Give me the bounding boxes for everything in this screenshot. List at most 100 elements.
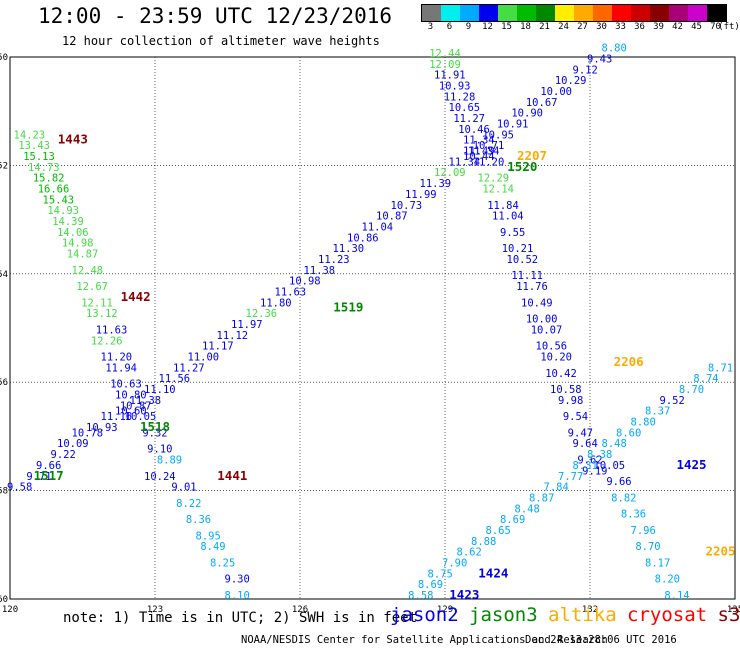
x-tick-label: 123 (147, 605, 163, 615)
x-tick-label: 135 (727, 605, 740, 615)
wave-height-point: 11.27 (453, 113, 485, 125)
wave-height-point: 9.52 (660, 395, 685, 407)
color-swatch (612, 5, 631, 21)
wave-height-point: 10.29 (555, 75, 587, 87)
color-scale-tick: 30 (596, 22, 607, 32)
pass-number-label: 1518 (140, 419, 170, 434)
pass-number-label: 1441 (217, 468, 247, 483)
header-title: 12:00 - 23:59 UTC 12/23/2016 (38, 4, 393, 28)
wave-height-point: 8.31 (573, 460, 598, 472)
wave-height-point: 11.76 (516, 281, 548, 293)
wave-height-point: 8.22 (176, 498, 201, 510)
wave-height-point: 8.80 (602, 43, 627, 55)
color-scale-tick: 6 (446, 22, 453, 32)
wave-height-point: 12.26 (91, 335, 123, 347)
wave-height-point: 8.14 (664, 590, 689, 602)
color-swatch (707, 5, 726, 21)
wave-height-point: 11.00 (188, 352, 220, 364)
color-swatch (631, 5, 650, 21)
wave-height-point: 10.07 (531, 324, 563, 336)
wave-height-point: 11.39 (420, 178, 452, 190)
wave-height-point: 11.56 (159, 373, 191, 385)
color-swatch (422, 5, 441, 21)
color-scale-tick: 36 (634, 22, 645, 32)
wave-height-point: 8.49 (200, 541, 225, 553)
wave-height-point: 9.32 (142, 427, 167, 439)
wave-height-point: 11.28 (444, 91, 476, 103)
wave-height-point: 8.36 (621, 509, 646, 521)
color-scale-bar (421, 4, 727, 22)
wave-height-point: 8.48 (515, 503, 540, 515)
wave-height-point: 9.19 (582, 465, 607, 477)
color-scale-tick: 15 (501, 22, 512, 32)
wave-height-point: 8.20 (655, 574, 680, 586)
wave-height-point: 11.10 (144, 384, 176, 396)
wave-height-point: 12.48 (72, 265, 104, 277)
wave-height-point: 8.38 (587, 449, 612, 461)
wave-height-point: 10.67 (526, 97, 558, 109)
legend-item-jason3: jason3 (469, 604, 538, 626)
wave-height-point: 14.87 (67, 249, 99, 261)
pass-number-label: 1520 (507, 159, 537, 174)
wave-height-point: 9.12 (573, 64, 598, 76)
wave-height-point: 10.86 (347, 232, 379, 244)
color-swatch (460, 5, 479, 21)
wave-height-point: 8.37 (645, 406, 670, 418)
wave-height-point: 9.58 (7, 482, 32, 494)
wave-height-point: 8.10 (225, 590, 250, 602)
wave-height-point: 11.12 (217, 330, 249, 342)
color-scale-tick: 39 (653, 22, 664, 32)
y-tick-label: -52 (0, 161, 8, 171)
wave-height-point: 13.12 (86, 308, 118, 320)
wave-height-point: 15.82 (33, 173, 65, 185)
pass-number-label: 1442 (121, 289, 151, 304)
color-swatch (593, 5, 612, 21)
wave-height-point: 9.98 (558, 395, 583, 407)
wave-height-point: 8.48 (602, 438, 627, 450)
wave-height-point: 12.14 (482, 184, 514, 196)
wave-height-point: 14.39 (52, 216, 84, 228)
color-scale-tick: 21 (539, 22, 550, 32)
wave-height-point: 10.90 (511, 108, 543, 120)
wave-height-point: 14.73 (28, 162, 60, 174)
wave-height-point: 8.88 (471, 536, 496, 548)
wave-height-point: 14.98 (62, 238, 94, 250)
y-tick-label: -56 (0, 378, 8, 388)
pass-number-label: 1424 (478, 565, 508, 580)
wave-height-point: 11.84 (487, 200, 519, 212)
wave-height-point: 9.66 (36, 460, 61, 472)
wave-height-point: 10.05 (594, 460, 626, 472)
wave-height-point: 9.43 (587, 53, 612, 65)
wave-height-point: 8.74 (693, 373, 718, 385)
wave-height-point: 10.49 (521, 297, 553, 309)
wave-height-point: 11.38 (304, 265, 336, 277)
wave-height-point: 11.94 (105, 362, 137, 374)
pass-number-label: 1443 (58, 132, 88, 147)
x-tick-label: 129 (437, 605, 453, 615)
wave-height-point: 8.69 (500, 514, 525, 526)
x-tick-label: 120 (2, 605, 18, 615)
wave-height-point: 10.44 (463, 151, 495, 163)
wave-height-point: 11.63 (275, 286, 307, 298)
wave-height-point: 9.47 (568, 427, 593, 439)
y-tick-label: -60 (0, 595, 8, 605)
wave-height-point: 11.34 (463, 135, 495, 147)
wave-height-point: 10.09 (57, 438, 89, 450)
wave-height-point: 9.66 (606, 476, 631, 488)
wave-height-point: 9.01 (171, 482, 196, 494)
wave-height-point: 9.54 (563, 411, 588, 423)
wave-height-point: 12.11 (81, 297, 113, 309)
wave-height-point: 10.87 (376, 211, 408, 223)
wave-height-point: 10.58 (550, 384, 582, 396)
pass-number-label: 1517 (34, 468, 64, 483)
color-swatch (517, 5, 536, 21)
color-swatch (479, 5, 498, 21)
color-scale-tick: 24 (558, 22, 569, 32)
color-swatch (669, 5, 688, 21)
wave-height-point: 9.71 (26, 471, 51, 483)
wave-height-point: 8.70 (635, 541, 660, 553)
wave-height-point: 7.96 (631, 525, 656, 537)
wave-height-point: 11.38 (130, 395, 162, 407)
wave-height-point: 14.23 (14, 129, 46, 141)
wave-height-point: 11.97 (231, 319, 263, 331)
